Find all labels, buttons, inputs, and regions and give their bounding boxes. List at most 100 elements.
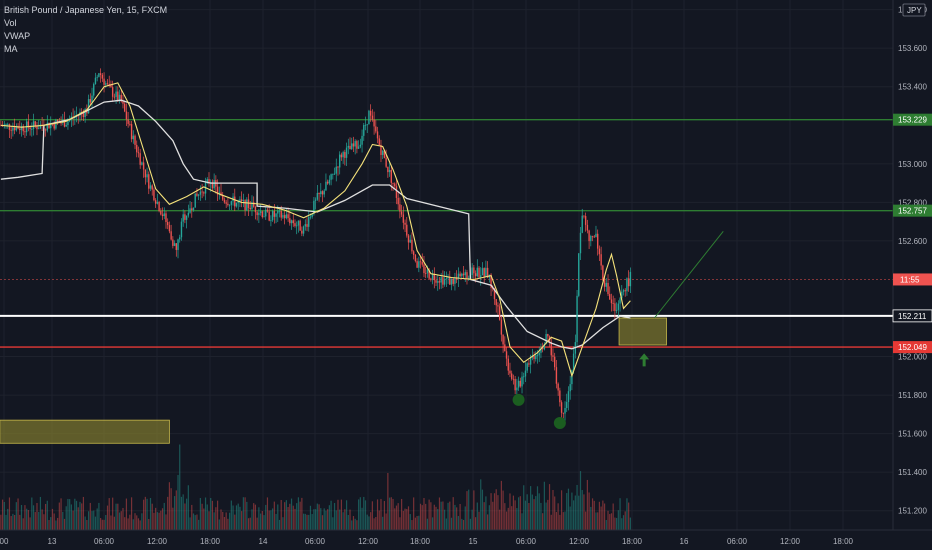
candle-body-297 [511,373,513,379]
volume-bar-97 [167,496,169,530]
candle-body-108 [185,215,188,220]
candle-body-276 [474,273,477,277]
volume-bar-160 [275,513,277,530]
candle-body-229 [394,183,396,187]
candle-body-293 [504,344,506,352]
candle-body-106 [182,214,184,222]
candle-body-192 [330,174,332,180]
candle-body-241 [414,254,417,262]
candle-body-311 [535,355,537,360]
volume-bar-77 [132,519,134,530]
volume-bar-1 [1,499,4,530]
volume-bar-328 [564,511,566,530]
volume-bar-14 [24,505,26,530]
candle-body-321 [552,355,554,357]
volume-bar-38 [65,506,67,530]
candle-body-160 [275,213,277,217]
candle-body-361 [621,291,623,299]
candle-body-21 [36,125,38,130]
candle-body-96 [165,213,167,223]
volume-bar-0 [0,514,2,530]
candle-body-366 [629,271,632,287]
candle-body-209 [359,144,362,147]
volume-bar-192 [330,500,332,530]
candle-body-90 [154,200,157,204]
volume-bar-111 [191,504,193,530]
candle-body-49 [84,108,86,117]
candle-body-291 [500,319,503,335]
volume-bar-177 [304,513,306,530]
swing-low-marker-0 [512,393,525,406]
volume-bar-36 [62,511,64,530]
candle-body-26 [44,129,47,131]
volume-bar-146 [251,509,253,530]
candle-body-109 [187,212,190,216]
candle-body-294 [505,351,508,359]
candle-body-305 [524,370,527,377]
candle-body-288 [495,299,497,306]
volume-bar-278 [478,511,480,530]
volume-bar-310 [533,499,535,530]
candle-body-214 [368,110,370,125]
candle-body-206 [354,141,356,147]
x-tick-label-10: 06:00 [516,537,537,546]
candle-body-351 [603,280,606,287]
candle-body-57 [98,73,100,77]
volume-bar-362 [622,515,625,530]
candle-body-285 [490,274,492,288]
volume-bar-184 [316,503,318,530]
candle-body-263 [452,278,454,284]
candle-body-53 [91,95,93,103]
candle-body-154 [265,209,267,217]
level-tag-label-0: 153.229 [898,116,927,125]
volume-bar-190 [327,509,329,530]
candle-body-95 [163,213,165,217]
candle-body-99 [170,231,172,240]
candle-body-315 [541,348,544,350]
candle-body-86 [148,174,150,189]
volume-bar-315 [542,513,544,530]
candle-body-213 [366,124,368,126]
candle-body-267 [459,273,461,277]
candle-body-133 [228,204,231,206]
volume-bar-121 [208,511,210,530]
candle-body-300 [516,387,518,391]
volume-bar-345 [593,500,595,530]
volume-bar-94 [161,508,164,530]
candle-body-329 [566,402,568,409]
volume-bar-20 [34,512,36,530]
volume-bar-355 [610,513,613,530]
volume-bar-147 [253,503,255,530]
candle-body-259 [445,278,448,280]
candle-body-23 [39,124,42,129]
volume-bar-145 [249,517,251,530]
candle-body-147 [253,202,255,207]
volume-bar-260 [447,502,449,530]
candle-body-304 [523,376,525,378]
candle-body-185 [318,192,320,195]
volume-bar-75 [129,514,131,530]
volume-bar-242 [416,516,418,530]
volume-bar-201 [345,500,348,530]
candle-body-131 [225,202,227,204]
candle-body-54 [93,84,95,96]
volume-bar-306 [526,494,528,530]
candle-body-65 [111,87,114,97]
volume-bar-40 [69,499,71,530]
volume-bar-142 [244,497,246,530]
candle-body-58 [99,73,102,75]
volume-bar-282 [485,496,487,530]
candle-body-338 [581,215,583,233]
volume-bar-259 [445,518,447,530]
volume-bar-54 [93,510,95,530]
volume-bar-128 [220,509,222,530]
volume-bar-279 [480,479,482,530]
level-tag-bg-3 [893,341,932,354]
candle-body-141 [242,200,245,202]
volume-bar-72 [124,517,126,530]
candle-body-68 [117,91,119,101]
candle-body-190 [326,181,329,184]
candle-body-271 [466,272,468,280]
